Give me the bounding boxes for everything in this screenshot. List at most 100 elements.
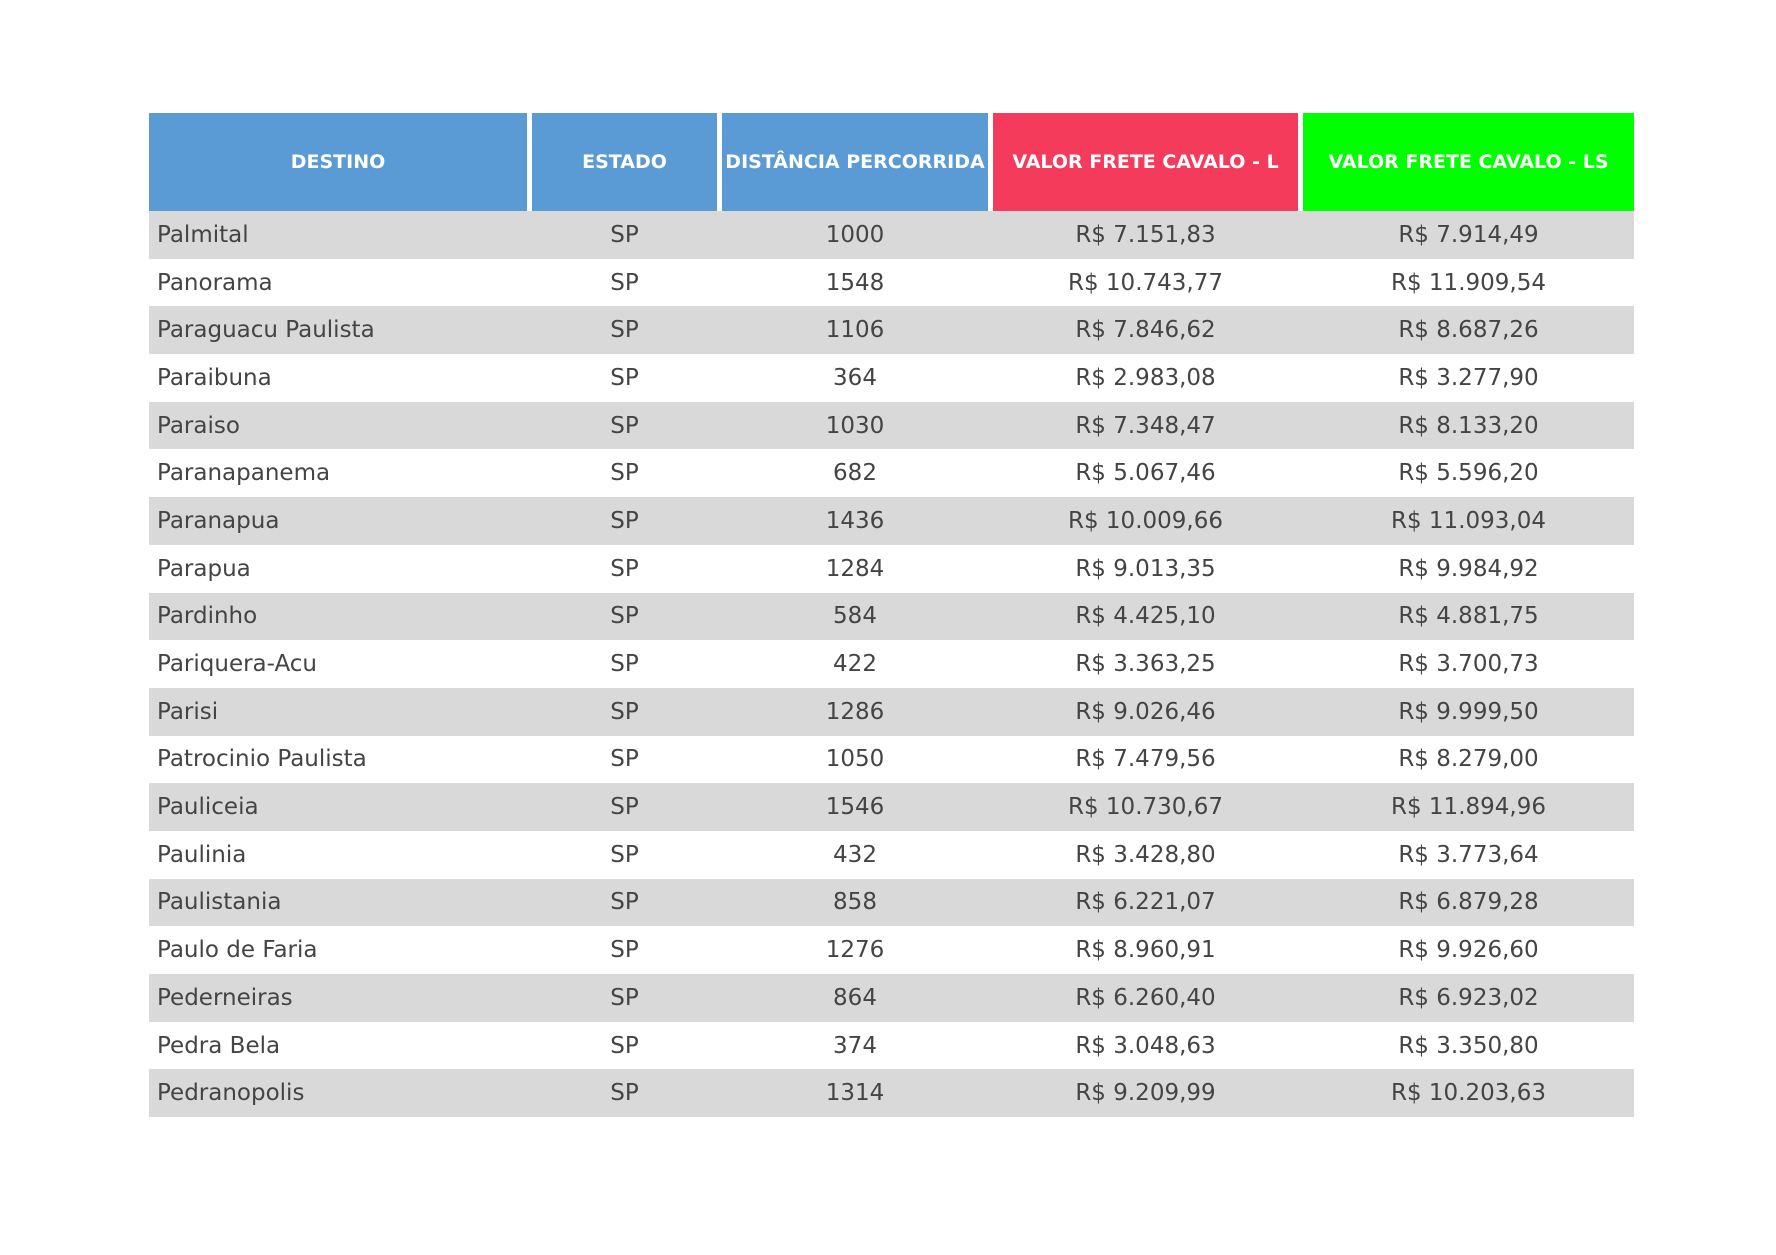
- estado-cell: SP: [610, 698, 639, 725]
- valor-l-cell: R$ 9.026,46: [1075, 698, 1216, 725]
- distancia-cell: 422: [833, 651, 877, 678]
- destino-cell: Pariquera-Acu: [157, 651, 318, 678]
- distancia-cell: 432: [833, 841, 877, 868]
- valor-ls-cell: R$ 9.984,92: [1398, 555, 1539, 582]
- distancia-cell: 1030: [825, 412, 885, 439]
- table-row: Paraguacu Paulista SP 1106 R$ 7.846,62 R$ 8.…: [149, 306, 1634, 355]
- header-destino: DESTINO: [149, 113, 527, 211]
- destino-cell: Pederneiras: [157, 984, 293, 1011]
- valor-ls-cell: R$ 9.926,60: [1398, 937, 1539, 964]
- valor-ls-cell: R$ 3.277,90: [1398, 364, 1539, 391]
- estado-cell: SP: [610, 460, 639, 487]
- valor-l-cell: R$ 7.151,83: [1075, 221, 1216, 248]
- destino-cell: Panorama: [157, 269, 273, 296]
- estado-cell: SP: [610, 364, 639, 391]
- table-row: Panorama SP 1548 R$ 10.743,77 R$ 11.909,54: [149, 259, 1634, 307]
- estado-cell: SP: [610, 889, 639, 916]
- valor-l-cell: R$ 9.013,35: [1075, 555, 1216, 582]
- destino-cell: Palmital: [157, 221, 249, 248]
- valor-l-cell: R$ 10.743,77: [1068, 269, 1223, 296]
- table-row: Paulistania SP 858 R$ 6.221,07 R$ 6.879,28: [149, 878, 1634, 927]
- estado-cell: SP: [610, 317, 639, 344]
- destino-cell: Paranapanema: [157, 460, 331, 487]
- distancia-cell: 1546: [825, 794, 885, 821]
- valor-l-cell: R$ 6.221,07: [1075, 889, 1216, 916]
- estado-cell: SP: [610, 555, 639, 582]
- distancia-cell: 584: [833, 603, 877, 630]
- valor-ls-cell: R$ 11.909,54: [1391, 269, 1546, 296]
- table-row: Paraiso SP 1030 R$ 7.348,47 R$ 8.133,20: [149, 401, 1634, 450]
- table-header: DESTINO ESTADO DISTÂNCIA PERCORRIDA VALO…: [149, 113, 1634, 211]
- distancia-cell: 1314: [825, 1080, 885, 1107]
- header-estado: ESTADO: [532, 113, 717, 211]
- valor-ls-cell: R$ 8.687,26: [1398, 317, 1539, 344]
- valor-l-cell: R$ 7.846,62: [1075, 317, 1216, 344]
- destino-cell: Paraibuna: [157, 364, 272, 391]
- distancia-cell: 1050: [825, 746, 885, 773]
- destino-cell: Pauliceia: [157, 794, 259, 821]
- destino-cell: Paulinia: [157, 841, 247, 868]
- distancia-cell: 1548: [825, 269, 885, 296]
- estado-cell: SP: [610, 984, 639, 1011]
- valor-l-cell: R$ 9.209,99: [1075, 1080, 1216, 1107]
- valor-l-cell: R$ 4.425,10: [1075, 603, 1216, 630]
- valor-l-cell: R$ 7.348,47: [1075, 412, 1216, 439]
- destino-cell: Paraguacu Paulista: [157, 317, 375, 344]
- table-body: Palmital SP 1000 R$ 7.151,83 R$ 7.914,49 Pano…: [149, 211, 1634, 1118]
- distancia-cell: 374: [833, 1032, 877, 1059]
- valor-l-cell: R$ 3.363,25: [1075, 651, 1216, 678]
- destino-cell: Paulistania: [157, 889, 282, 916]
- estado-cell: SP: [610, 221, 639, 248]
- estado-cell: SP: [610, 507, 639, 534]
- valor-l-cell: R$ 8.960,91: [1075, 937, 1216, 964]
- estado-cell: SP: [610, 937, 639, 964]
- distancia-cell: 1106: [825, 317, 885, 344]
- distancia-cell: 1276: [825, 937, 885, 964]
- valor-l-cell: R$ 5.067,46: [1075, 460, 1216, 487]
- header-valor-l: VALOR FRETE CAVALO - L: [993, 113, 1298, 211]
- estado-cell: SP: [610, 651, 639, 678]
- valor-ls-cell: R$ 8.133,20: [1398, 412, 1539, 439]
- valor-l-cell: R$ 6.260,40: [1075, 984, 1216, 1011]
- table-row: Pedra Bela SP 374 R$ 3.048,63 R$ 3.350,80: [149, 1022, 1634, 1070]
- table-row: Paulinia SP 432 R$ 3.428,80 R$ 3.773,64: [149, 831, 1634, 879]
- valor-ls-cell: R$ 8.279,00: [1398, 746, 1539, 773]
- valor-l-cell: R$ 7.479,56: [1075, 746, 1216, 773]
- valor-ls-cell: R$ 9.999,50: [1398, 698, 1539, 725]
- distancia-cell: 682: [833, 460, 877, 487]
- table-row: Palmital SP 1000 R$ 7.151,83 R$ 7.914,49: [149, 211, 1634, 259]
- distancia-cell: 1000: [825, 221, 885, 248]
- table-row: Pardinho SP 584 R$ 4.425,10 R$ 4.881,75: [149, 592, 1634, 641]
- destino-cell: Parisi: [157, 698, 219, 725]
- table-row: Paraibuna SP 364 R$ 2.983,08 R$ 3.277,90: [149, 354, 1634, 402]
- valor-ls-cell: R$ 7.914,49: [1398, 221, 1539, 248]
- header-valor-ls: VALOR FRETE CAVALO - LS: [1303, 113, 1634, 211]
- estado-cell: SP: [610, 794, 639, 821]
- distancia-cell: 1436: [825, 507, 885, 534]
- distancia-cell: 858: [833, 889, 877, 916]
- valor-ls-cell: R$ 3.350,80: [1398, 1032, 1539, 1059]
- valor-ls-cell: R$ 6.923,02: [1398, 984, 1539, 1011]
- valor-ls-cell: R$ 10.203,63: [1391, 1080, 1546, 1107]
- valor-l-cell: R$ 3.428,80: [1075, 841, 1216, 868]
- destino-cell: Parapua: [157, 555, 251, 582]
- distancia-cell: 364: [833, 364, 877, 391]
- valor-ls-cell: R$ 11.093,04: [1391, 507, 1546, 534]
- table-row: Pariquera-Acu SP 422 R$ 3.363,25 R$ 3.700,73: [149, 640, 1634, 688]
- distancia-cell: 1286: [825, 698, 885, 725]
- table-row: Paranapanema SP 682 R$ 5.067,46 R$ 5.596,20: [149, 449, 1634, 497]
- table-row: Parapua SP 1284 R$ 9.013,35 R$ 9.984,92: [149, 545, 1634, 593]
- valor-ls-cell: R$ 11.894,96: [1391, 794, 1546, 821]
- valor-ls-cell: R$ 4.881,75: [1398, 603, 1539, 630]
- destino-cell: Pedranopolis: [157, 1080, 305, 1107]
- valor-l-cell: R$ 10.730,67: [1068, 794, 1223, 821]
- destino-cell: Pedra Bela: [157, 1032, 281, 1059]
- estado-cell: SP: [610, 746, 639, 773]
- table-row: Pedranopolis SP 1314 R$ 9.209,99 R$ 10.203,6…: [149, 1069, 1634, 1118]
- valor-ls-cell: R$ 3.773,64: [1398, 841, 1539, 868]
- valor-l-cell: R$ 3.048,63: [1075, 1032, 1216, 1059]
- table-row: Pauliceia SP 1546 R$ 10.730,67 R$ 11.894,96: [149, 783, 1634, 831]
- table-row: Parisi SP 1286 R$ 9.026,46 R$ 9.999,50: [149, 687, 1634, 736]
- table-row: Paranapua SP 1436 R$ 10.009,66 R$ 11.093,04: [149, 497, 1634, 545]
- freight-table: DESTINO ESTADO DISTÂNCIA PERCORRIDA VALO…: [149, 113, 1634, 1118]
